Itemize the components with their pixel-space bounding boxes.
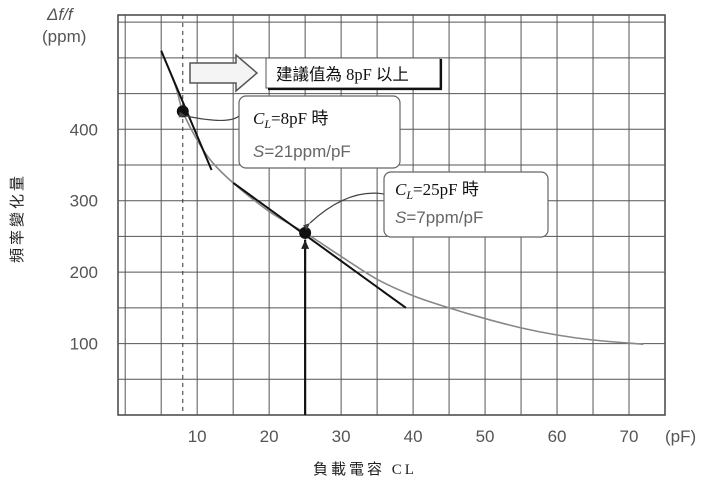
- y-tick-label: 300: [70, 192, 98, 211]
- plot-frame: [117, 14, 666, 416]
- y-axis-title: 頻率變化量: [9, 173, 26, 263]
- x-unit: (pF): [665, 427, 696, 446]
- annotation-cl8-line2: S=21ppm/pF: [253, 142, 351, 161]
- x-tick-label: 20: [260, 427, 279, 446]
- annotation-cl8-pointer: [178, 111, 240, 122]
- recommend-arrow-icon: [189, 53, 259, 93]
- y-tick-label: 200: [70, 263, 98, 282]
- annotation-cl25-line2: S=7ppm/pF: [395, 208, 483, 227]
- x-tick-label: 70: [620, 427, 639, 446]
- frequency-curve: [160, 50, 644, 346]
- recommend-label: 建議值為 8pF 以上: [276, 65, 409, 84]
- x-tick-labels: 10 20 30 40 50 60 70: [188, 427, 639, 446]
- x-tick-label: 40: [404, 427, 423, 446]
- annotation-cl25-line1: CL=25pF 時: [395, 180, 479, 202]
- recommend-box: 建議值為 8pF 以上: [265, 57, 443, 91]
- x-tick-label: 60: [548, 427, 567, 446]
- annotation-cl25-pointer: [302, 192, 385, 230]
- x-tick-label: 50: [476, 427, 495, 446]
- y-tick-label: 100: [70, 335, 98, 354]
- point-cl25: [299, 226, 312, 239]
- annotation-cl8: CL=8pF 時 S=21ppm/pF: [178, 95, 401, 169]
- x-tick-label: 10: [188, 427, 207, 446]
- annotation-cl8-line1: CL=8pF 時: [253, 109, 328, 131]
- annotation-cl25: CL=25pF 時 S=7ppm/pF: [302, 171, 549, 238]
- x-axis-title: 負載電容 CL: [313, 461, 417, 478]
- x-tick-label: 30: [332, 427, 351, 446]
- y-tick-labels: 100 200 300 400: [70, 120, 98, 353]
- y-tick-label: 400: [70, 120, 98, 139]
- tangent-line-cl25: [232, 182, 407, 309]
- y-unit-top: Δf/f: [46, 5, 75, 24]
- y-unit-bottom: (ppm): [42, 27, 86, 46]
